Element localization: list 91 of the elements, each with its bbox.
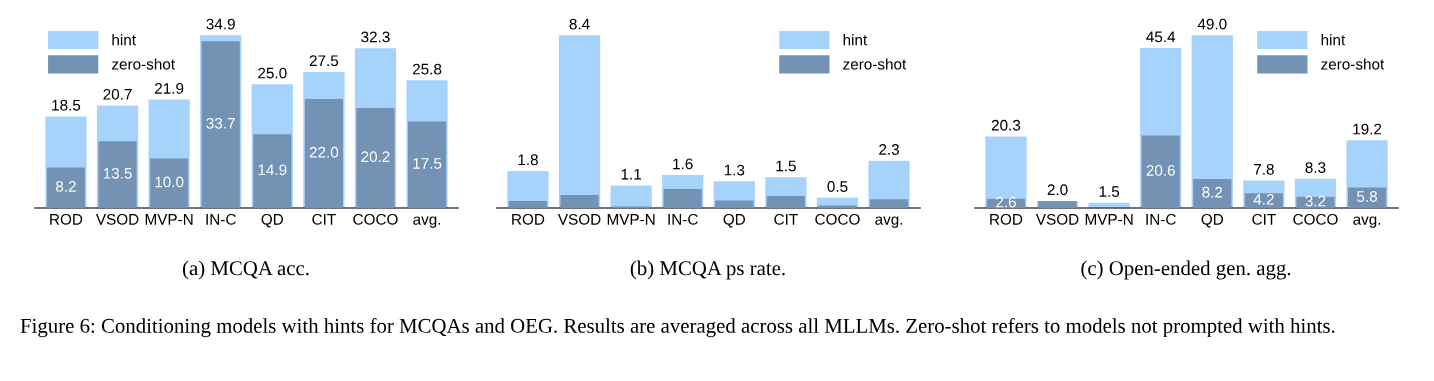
x-tick-label: ROD (512, 213, 545, 225)
bar (508, 201, 548, 208)
bar (558, 35, 601, 208)
x-tick-label: CIT (1252, 213, 1276, 225)
data-label: 1.6 (673, 158, 693, 170)
bar (253, 134, 292, 208)
data-label: 8.4 (569, 18, 590, 30)
bar (610, 185, 652, 208)
legend-label: hint (1321, 34, 1346, 46)
x-tick-label: COCO (1293, 213, 1338, 225)
x-tick-label: COCO (815, 213, 860, 225)
data-label: 21.9 (155, 83, 184, 94)
data-label: 22.0 (309, 146, 339, 158)
x-tick-label: avg. (875, 216, 903, 228)
x-tick-label: avg. (413, 216, 441, 228)
data-label: 1.8 (518, 154, 538, 166)
data-label: 20.2 (361, 151, 390, 163)
bar (869, 199, 909, 208)
x-tick-label: QD (261, 213, 284, 228)
data-label: 20.3 (991, 119, 1021, 131)
bar (1296, 196, 1335, 208)
data-label: 27.5 (309, 55, 339, 67)
bar (985, 136, 1027, 208)
data-label: 2.6 (996, 196, 1016, 208)
data-label: 2.3 (879, 144, 899, 155)
x-tick-label: CIT (312, 213, 336, 225)
data-label: 1.3 (724, 164, 745, 176)
legend-label: zero-shot (112, 58, 175, 70)
x-tick-label: IN-C (668, 213, 698, 225)
bar (356, 108, 395, 208)
data-label: 1.1 (621, 168, 641, 180)
bar (150, 158, 189, 208)
data-label: 19.2 (1353, 123, 1382, 135)
data-label: 34.9 (206, 18, 235, 30)
data-label: 20.6 (1146, 164, 1175, 176)
data-label: 25.8 (412, 63, 442, 75)
bar (1141, 135, 1180, 208)
legend-label: hint (112, 34, 136, 46)
x-tick-label: COCO (353, 213, 398, 225)
data-label: 8.3 (1305, 162, 1326, 173)
data-label: 49.0 (1197, 18, 1227, 30)
x-tick-label: QD (1201, 213, 1224, 228)
data-label: 3.2 (1305, 195, 1326, 207)
data-label: 18.5 (52, 99, 81, 111)
bar (766, 196, 805, 208)
data-label: 10.0 (155, 176, 184, 188)
legend-label: zero-shot (843, 58, 907, 70)
data-label: 33.7 (206, 117, 235, 129)
caption: Figure 6: Conditioning models with hints for MCQAs and OEG. Results are averaged across all MLLMs. Zero-shot refers to models not prompted with hints. (20, 318, 1335, 338)
data-label: 4.2 (1253, 193, 1274, 205)
data-label: 5.8 (1357, 191, 1377, 202)
data-label: 17.5 (413, 158, 442, 169)
x-tick-label: QD (723, 213, 746, 228)
bar (715, 200, 754, 208)
bar (560, 195, 599, 208)
text: (a) MCQA acc. (182, 260, 309, 280)
x-tick-label: MVP-N (1085, 214, 1133, 225)
data-label: 0.5 (827, 181, 848, 192)
data-label: 8.2 (56, 180, 76, 192)
x-tick-label: VSOD (95, 213, 139, 225)
x-tick-label: ROD (990, 213, 1023, 225)
data-label: 14.9 (258, 164, 287, 176)
data-label: 32.3 (361, 31, 390, 43)
x-tick-label: IN-C (206, 213, 236, 225)
bar (407, 121, 447, 208)
bar (1193, 179, 1232, 208)
data-label: 7.8 (1254, 163, 1274, 175)
data-label: 2.0 (1047, 184, 1068, 196)
x-tick-label: VSOD (557, 213, 601, 225)
legend-label: hint (843, 34, 868, 46)
x-tick-label: IN-C (1146, 213, 1176, 225)
x-tick-label: CIT (774, 213, 798, 225)
x-tick-label: ROD (50, 213, 83, 225)
x-tick-label: MVP-N (607, 214, 655, 225)
data-label: 25.0 (258, 67, 287, 79)
x-tick-label: MVP-N (145, 214, 193, 225)
data-label: 1.5 (776, 160, 796, 172)
text: (c) Open-ended gen. agg. (1081, 260, 1291, 280)
x-tick-label: avg. (1353, 216, 1381, 228)
data-label: 1.5 (1099, 186, 1120, 197)
text: (b) MCQA ps rate. (630, 260, 785, 280)
data-label: 13.5 (103, 167, 132, 179)
data-label: 45.4 (1146, 31, 1176, 43)
x-tick-label: VSOD (1035, 213, 1079, 225)
bar (304, 99, 343, 208)
data-label: 20.7 (103, 88, 132, 100)
legend-label: zero-shot (1321, 58, 1385, 70)
bar (98, 141, 137, 208)
bar (46, 167, 86, 208)
bar (663, 188, 702, 208)
data-label: 8.2 (1202, 186, 1223, 198)
